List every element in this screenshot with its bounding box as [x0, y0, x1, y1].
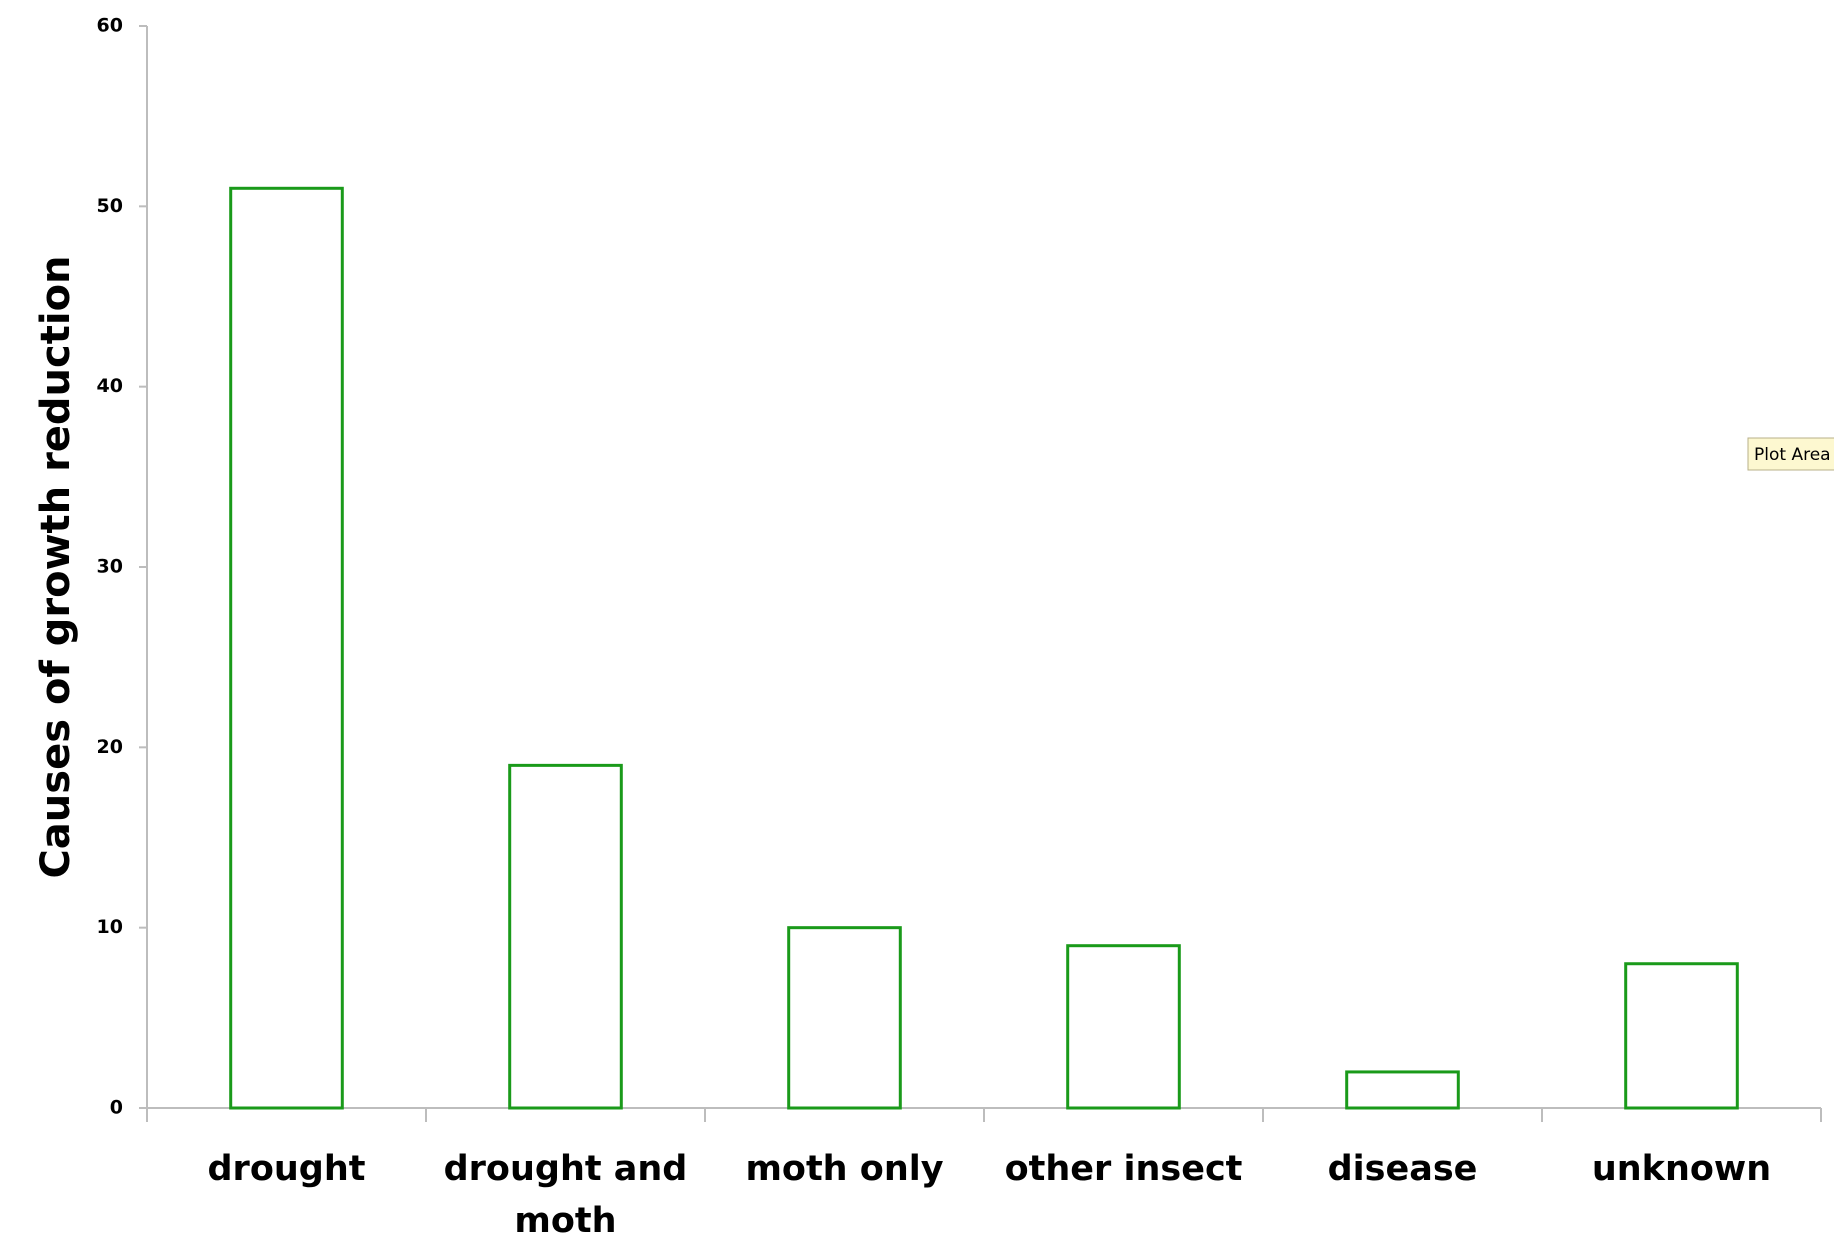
y-tick-label: 40: [97, 375, 123, 397]
tooltip-text: Plot Area: [1754, 445, 1831, 465]
y-tick-label: 10: [97, 916, 123, 938]
x-tick-label: disease: [1328, 1149, 1478, 1189]
bar: [1624, 962, 1739, 1110]
x-tick-label: unknown: [1592, 1149, 1771, 1189]
y-tick-label: 60: [97, 15, 123, 37]
y-tick-label: 30: [97, 556, 123, 578]
bar: [229, 186, 344, 1110]
y-axis-label: Causes of growth reduction: [33, 255, 79, 878]
y-tick-label: 20: [97, 736, 123, 758]
y-tick-label: 50: [97, 195, 123, 217]
bar: [787, 926, 902, 1110]
x-tick-label: drought: [208, 1149, 366, 1189]
tooltip-box: [1747, 437, 1834, 471]
x-tick-label: moth only: [745, 1149, 943, 1189]
bar: [1345, 1070, 1460, 1110]
bar: [1066, 944, 1181, 1110]
x-tick-label: other insect: [1005, 1149, 1243, 1189]
bar: [508, 763, 623, 1110]
tooltip: Plot Area: [1747, 437, 1834, 471]
x-tick-label: drought and moth: [444, 1149, 688, 1241]
y-tick-label: 0: [110, 1097, 123, 1119]
